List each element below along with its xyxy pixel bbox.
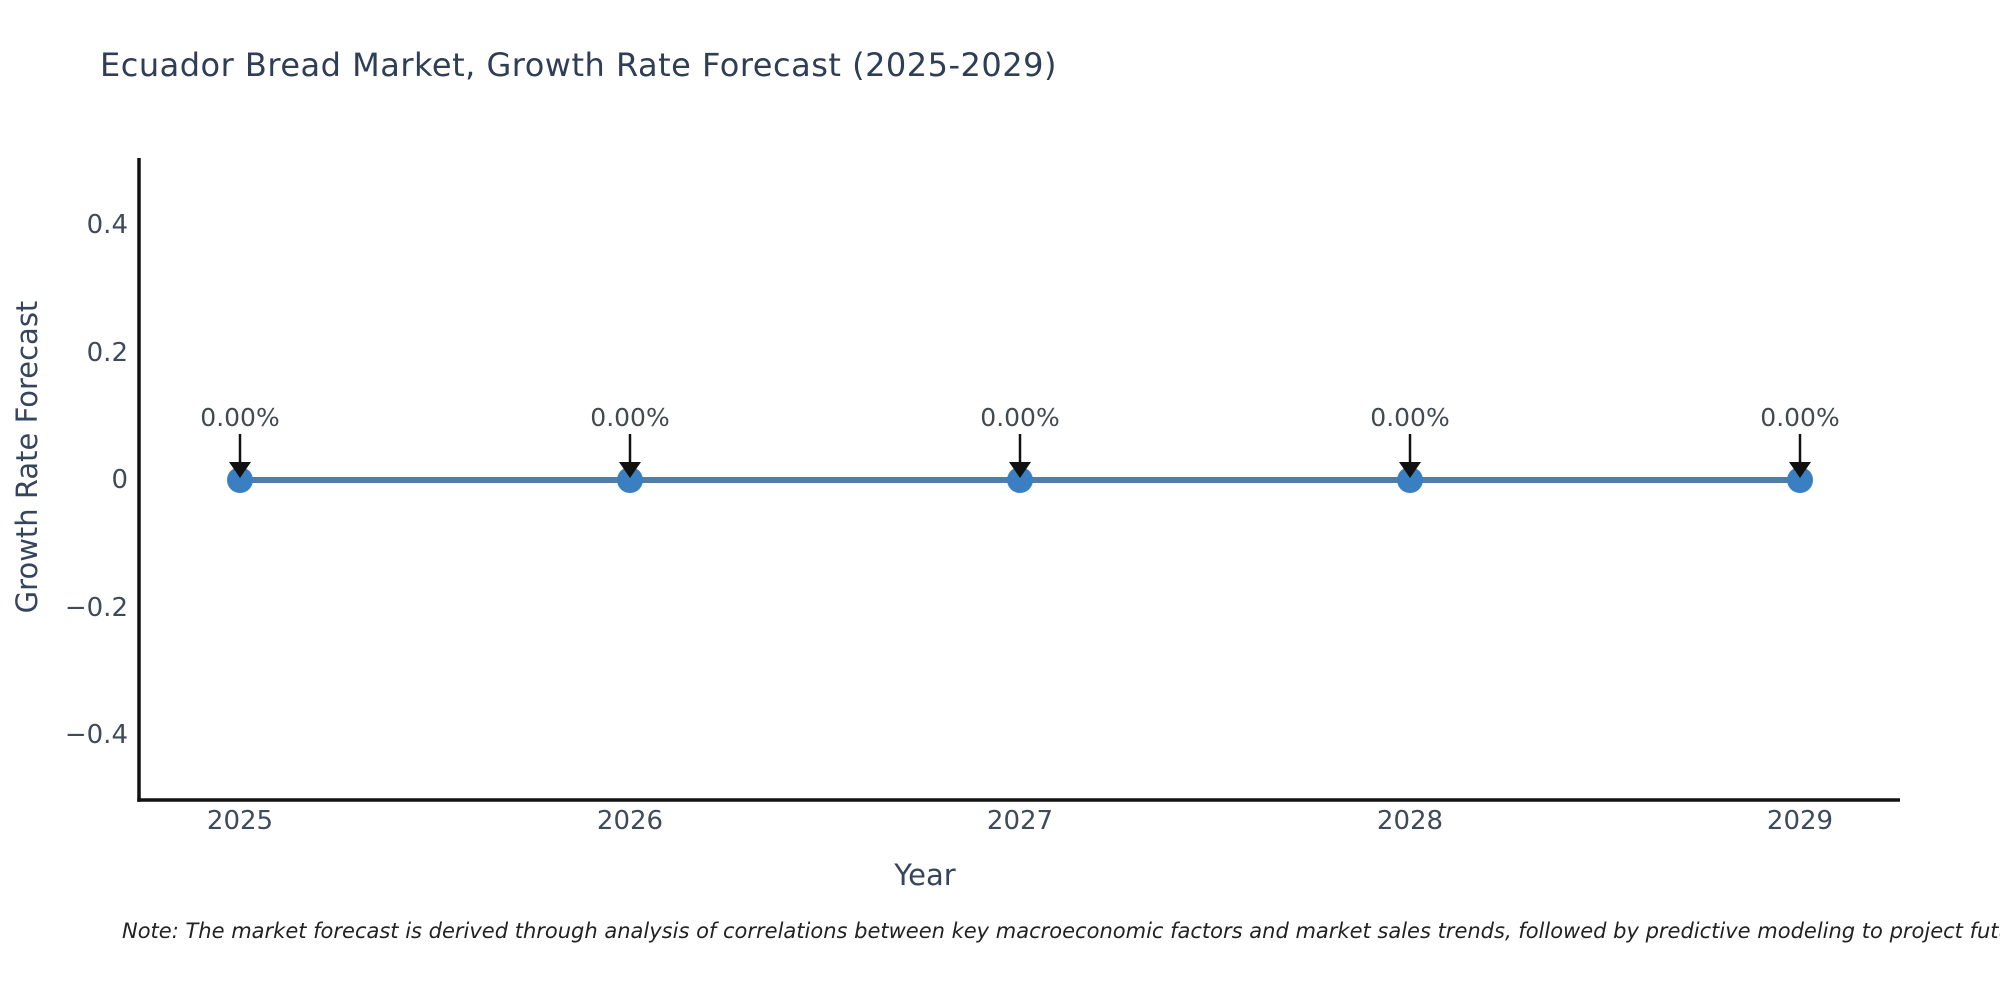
point-annotation-label: 0.00%	[1760, 403, 1840, 432]
data-point-marker	[227, 467, 253, 493]
data-point-marker	[1007, 467, 1033, 493]
point-annotation-label: 0.00%	[200, 403, 280, 432]
y-tick-label: −0.4	[64, 720, 128, 750]
annotation-arrow-head	[619, 462, 641, 478]
annotation-arrow-head	[229, 462, 251, 478]
annotation-arrow-head	[1399, 462, 1421, 478]
x-tick-label: 2029	[1766, 806, 1834, 836]
data-point-marker	[1397, 467, 1423, 493]
x-tick-label: 2027	[986, 806, 1054, 836]
y-tick-label: 0.4	[86, 210, 128, 240]
annotation-arrow-head	[1789, 462, 1811, 478]
x-tick-label: 2026	[596, 806, 664, 836]
data-point-marker	[617, 467, 643, 493]
y-tick-label: 0.2	[86, 337, 128, 368]
point-annotation-label: 0.00%	[590, 403, 670, 432]
annotation-arrow-head	[1009, 462, 1031, 478]
x-axis-label: Year	[894, 858, 956, 892]
data-point-marker	[1787, 467, 1813, 493]
chart-title: Ecuador Bread Market, Growth Rate Foreca…	[100, 46, 1057, 84]
x-tick-label: 2028	[1376, 806, 1444, 836]
x-tick-label: 2025	[206, 806, 274, 836]
footnote: Note: The market forecast is derived thr…	[122, 919, 2000, 943]
point-annotation-label: 0.00%	[1370, 403, 1450, 432]
y-tick-label: 0	[111, 465, 128, 495]
point-annotation-label: 0.00%	[980, 403, 1060, 432]
y-tick-label: −0.2	[64, 592, 128, 623]
